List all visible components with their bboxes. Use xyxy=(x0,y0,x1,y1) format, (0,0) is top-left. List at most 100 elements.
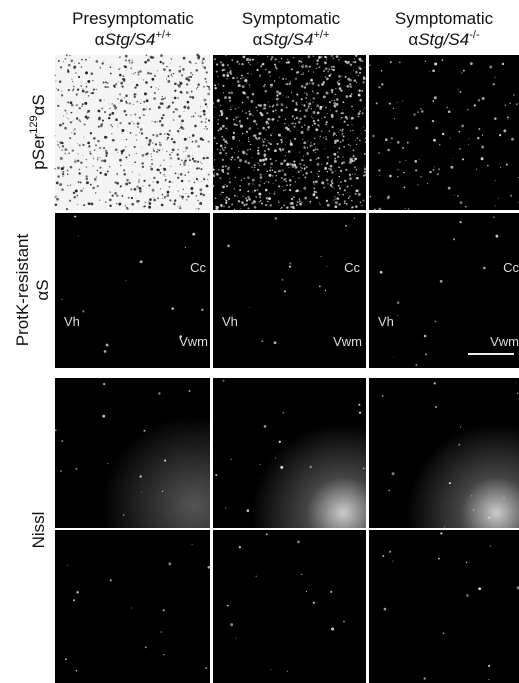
speckle xyxy=(264,163,266,165)
speckle xyxy=(218,76,219,77)
speckle xyxy=(227,244,230,247)
speckle xyxy=(190,62,191,63)
speckle xyxy=(66,54,68,56)
speckle xyxy=(203,110,206,113)
speckle xyxy=(180,91,182,93)
speckle xyxy=(104,99,105,100)
speckle xyxy=(231,148,233,150)
speckle xyxy=(72,121,73,122)
speckle xyxy=(107,82,109,84)
speckle xyxy=(301,202,303,204)
speckle xyxy=(363,109,364,110)
speckle xyxy=(220,145,223,148)
region-label: Cc xyxy=(503,260,519,275)
speckle xyxy=(157,121,158,122)
speckle xyxy=(254,190,255,191)
speckle xyxy=(222,380,224,382)
speckle xyxy=(344,200,346,202)
speckle xyxy=(408,208,410,210)
speckle xyxy=(73,192,75,194)
speckle xyxy=(341,133,343,135)
speckle xyxy=(331,180,333,182)
speckle xyxy=(145,646,147,648)
speckle xyxy=(268,123,269,124)
speckle xyxy=(116,182,119,185)
speckle xyxy=(257,62,258,63)
speckle xyxy=(237,116,238,117)
speckle xyxy=(272,175,274,177)
speckle xyxy=(261,113,264,116)
speckle xyxy=(365,174,367,176)
speckle xyxy=(169,154,171,156)
speckle xyxy=(259,74,261,76)
speckle xyxy=(289,262,291,264)
speckle xyxy=(321,56,323,58)
speckle xyxy=(137,101,138,102)
speckle xyxy=(231,59,233,61)
speckle xyxy=(276,98,279,101)
speckle xyxy=(231,203,233,205)
speckle xyxy=(278,200,279,201)
speckle xyxy=(205,126,206,127)
speckle xyxy=(256,138,258,140)
speckle xyxy=(225,507,226,508)
speckle xyxy=(344,189,346,191)
speckle xyxy=(255,106,257,108)
speckle xyxy=(356,144,357,145)
row-label: pSer129αS xyxy=(28,94,48,169)
speckle xyxy=(265,205,266,206)
speckle xyxy=(351,124,352,125)
speckle xyxy=(282,169,284,171)
speckle xyxy=(160,54,163,57)
speckle xyxy=(173,73,174,74)
speckle xyxy=(189,137,190,138)
speckle xyxy=(288,125,289,126)
speckle xyxy=(239,159,242,162)
speckle xyxy=(298,121,301,124)
speckle xyxy=(268,71,270,73)
speckle xyxy=(185,147,188,150)
speckle xyxy=(109,113,112,116)
speckle xyxy=(201,309,203,311)
speckle xyxy=(64,153,66,155)
speckle xyxy=(275,160,276,161)
speckle xyxy=(248,183,250,185)
speckle xyxy=(86,59,87,60)
speckle xyxy=(81,66,82,67)
speckle xyxy=(339,203,341,205)
speckle xyxy=(298,60,300,62)
speckle xyxy=(334,140,335,141)
speckle xyxy=(76,117,78,119)
speckle xyxy=(351,93,353,95)
speckle xyxy=(65,658,67,660)
speckle xyxy=(358,75,359,76)
speckle xyxy=(303,187,306,190)
speckle xyxy=(270,58,272,60)
speckle xyxy=(294,108,297,111)
speckle xyxy=(442,133,444,135)
speckle xyxy=(113,140,115,142)
speckle xyxy=(76,93,78,95)
speckle xyxy=(381,70,382,71)
speckle xyxy=(342,156,343,157)
speckle xyxy=(169,186,171,188)
speckle xyxy=(150,86,152,88)
speckle xyxy=(71,79,72,80)
speckle xyxy=(221,112,224,115)
speckle xyxy=(507,116,509,118)
speckle xyxy=(358,58,361,61)
speckle xyxy=(104,136,107,139)
speckle xyxy=(111,103,113,105)
speckle xyxy=(505,104,506,105)
speckle xyxy=(281,177,283,179)
speckle xyxy=(167,137,169,139)
speckle xyxy=(125,94,128,97)
speckle xyxy=(460,426,461,427)
speckle xyxy=(163,609,165,611)
speckle xyxy=(58,60,60,62)
speckle xyxy=(292,206,295,209)
speckle xyxy=(156,134,159,137)
speckle xyxy=(67,69,69,71)
speckle xyxy=(290,141,292,143)
speckle xyxy=(243,204,245,206)
